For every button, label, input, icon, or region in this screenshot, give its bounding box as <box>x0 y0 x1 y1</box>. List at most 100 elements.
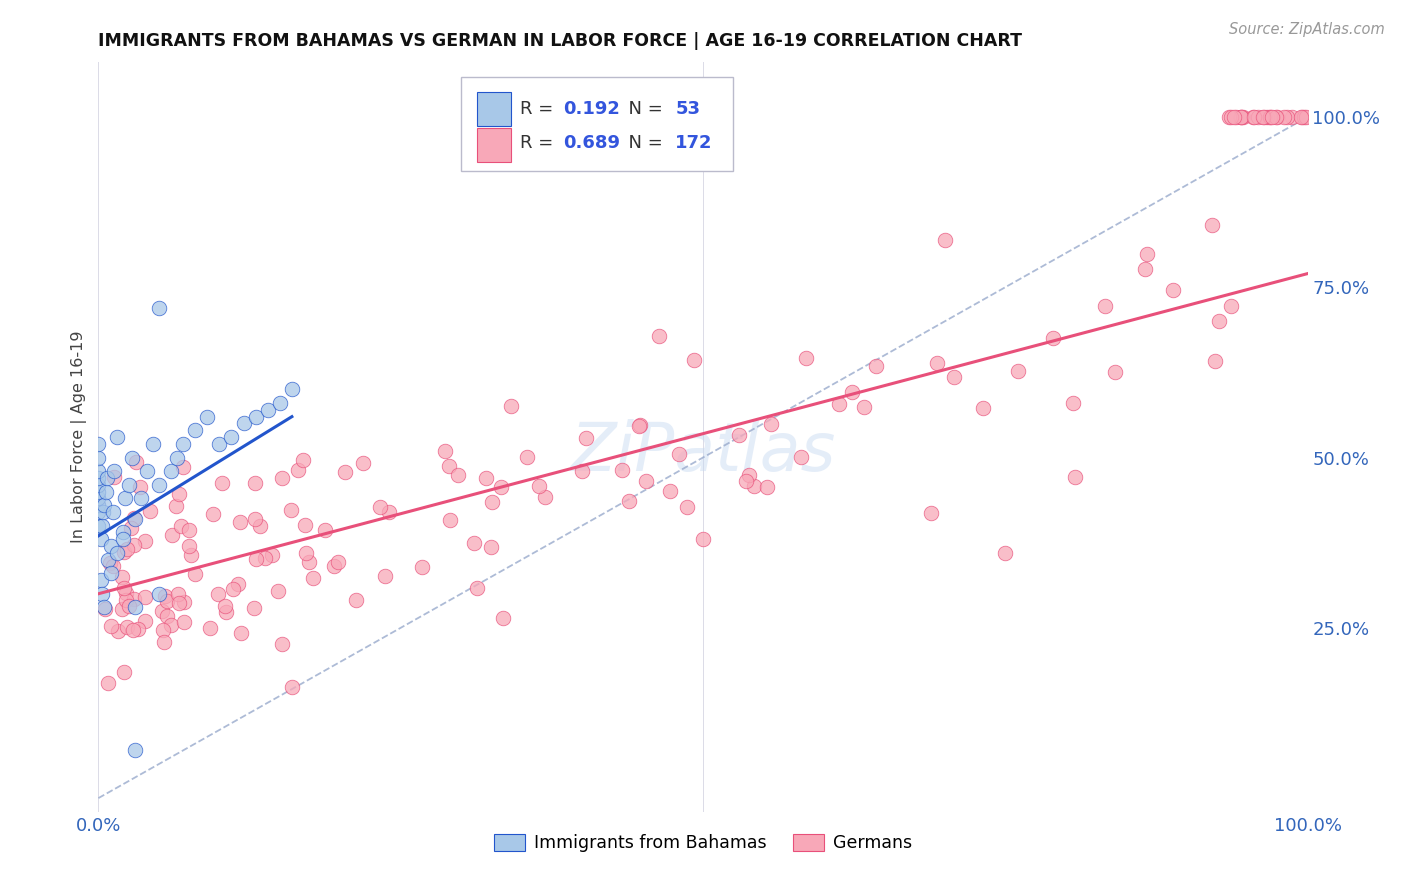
Point <box>527 478 550 492</box>
Point <box>91 518 114 533</box>
Point <box>153 590 176 604</box>
Point <box>94 484 117 499</box>
Point <box>841 384 863 399</box>
Point <box>153 635 176 649</box>
Point <box>121 623 143 637</box>
Point <box>103 464 125 478</box>
Text: 172: 172 <box>675 135 713 153</box>
Point <box>756 480 779 494</box>
Point <box>114 491 136 506</box>
Point <box>172 437 194 451</box>
Point <box>160 528 183 542</box>
Point <box>107 624 129 638</box>
Point <box>135 464 157 478</box>
Text: N =: N = <box>617 100 669 118</box>
Point <box>1247 110 1270 124</box>
Point <box>617 493 640 508</box>
Point <box>925 356 948 370</box>
Point <box>628 419 651 434</box>
Point <box>200 621 222 635</box>
Point <box>93 601 115 615</box>
Point <box>1275 110 1298 124</box>
Point <box>122 592 145 607</box>
Point <box>1291 110 1313 124</box>
Point <box>294 546 316 560</box>
Point <box>475 471 498 485</box>
Point <box>184 423 207 437</box>
Text: 0.192: 0.192 <box>562 100 620 118</box>
Point <box>134 590 156 604</box>
Point <box>91 587 114 601</box>
Point <box>344 593 367 607</box>
Point <box>87 518 110 533</box>
Point <box>1281 110 1303 124</box>
Point <box>1230 110 1253 124</box>
Point <box>659 483 682 498</box>
Point <box>1295 110 1317 124</box>
Point <box>374 568 396 582</box>
Y-axis label: In Labor Force | Age 16-19: In Labor Force | Age 16-19 <box>72 331 87 543</box>
Point <box>142 437 165 451</box>
Text: ZiPatlas: ZiPatlas <box>571 419 835 485</box>
Point <box>124 600 146 615</box>
Point <box>167 487 190 501</box>
Point <box>534 490 557 504</box>
Point <box>1272 110 1295 124</box>
Point <box>1258 110 1281 124</box>
Point <box>211 475 233 490</box>
Point <box>281 383 304 397</box>
Point <box>1251 110 1274 124</box>
Legend: Immigrants from Bahamas, Germans: Immigrants from Bahamas, Germans <box>488 827 918 859</box>
Text: Source: ZipAtlas.com: Source: ZipAtlas.com <box>1229 22 1385 37</box>
Text: 0.689: 0.689 <box>562 135 620 153</box>
Point <box>943 370 966 384</box>
Point <box>481 495 503 509</box>
Point <box>112 581 135 595</box>
Point <box>463 536 485 550</box>
Point <box>87 484 110 499</box>
Point <box>156 608 179 623</box>
Point <box>326 555 349 569</box>
Point <box>115 620 138 634</box>
Point <box>439 513 461 527</box>
Point <box>90 573 112 587</box>
Point <box>972 401 994 415</box>
Point <box>920 506 942 520</box>
Point <box>100 539 122 553</box>
Point <box>125 455 148 469</box>
Point <box>170 519 193 533</box>
Point <box>93 600 115 615</box>
Point <box>184 567 207 582</box>
Point <box>1230 110 1253 124</box>
Point <box>298 555 321 569</box>
Point <box>1253 110 1275 124</box>
Point <box>1204 353 1226 368</box>
Point <box>124 743 146 757</box>
Text: IMMIGRANTS FROM BAHAMAS VS GERMAN IN LABOR FORCE | AGE 16-19 CORRELATION CHART: IMMIGRANTS FROM BAHAMAS VS GERMAN IN LAB… <box>98 32 1022 50</box>
Point <box>101 505 124 519</box>
Point <box>411 560 433 574</box>
Point <box>87 505 110 519</box>
Point <box>115 542 138 557</box>
Point <box>574 432 596 446</box>
Point <box>301 571 323 585</box>
Point <box>103 470 125 484</box>
Point <box>1201 219 1223 233</box>
Point <box>90 533 112 547</box>
Point <box>501 399 523 413</box>
Point <box>269 396 291 410</box>
Point <box>447 468 470 483</box>
Point <box>287 463 309 477</box>
Point <box>1223 110 1246 124</box>
Point <box>1094 300 1116 314</box>
Point <box>994 546 1017 560</box>
Point <box>214 599 236 614</box>
Text: N =: N = <box>617 135 669 153</box>
Point <box>173 615 195 629</box>
Point <box>271 638 294 652</box>
Point <box>111 525 134 540</box>
Point <box>222 582 245 596</box>
Point <box>738 467 761 482</box>
Point <box>571 464 593 478</box>
Bar <box>477 93 510 126</box>
